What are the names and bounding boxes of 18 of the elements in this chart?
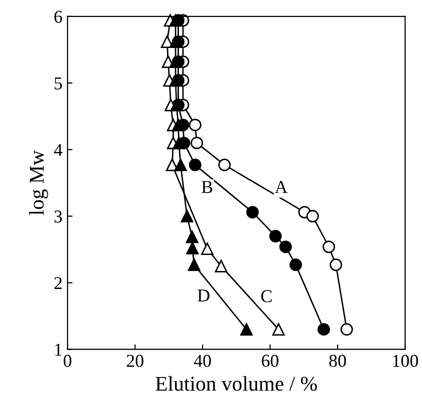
series-label: A <box>274 180 288 193</box>
y-tick-label: 4 <box>54 144 62 156</box>
series-label: C <box>261 290 272 302</box>
y-tick-label: 6 <box>54 10 62 23</box>
series-label: D <box>198 290 210 302</box>
x-tick-label: 20 <box>126 354 144 367</box>
x-axis-title: Elution volume / % <box>156 376 317 391</box>
x-tick-label: 60 <box>262 354 278 367</box>
y-tick-label: 3 <box>54 210 62 223</box>
x-tick-label: 80 <box>329 354 346 367</box>
y-axis-title: log Mw <box>29 150 48 216</box>
x-tick-label: 100 <box>393 354 418 367</box>
x-tick-label: 0 <box>64 354 72 367</box>
series-label: B <box>202 181 212 193</box>
x-tick-label: 40 <box>194 354 211 367</box>
y-tick-label: 2 <box>54 277 62 290</box>
y-tick-label: 1 <box>55 344 62 356</box>
y-tick-label: 5 <box>54 77 62 90</box>
